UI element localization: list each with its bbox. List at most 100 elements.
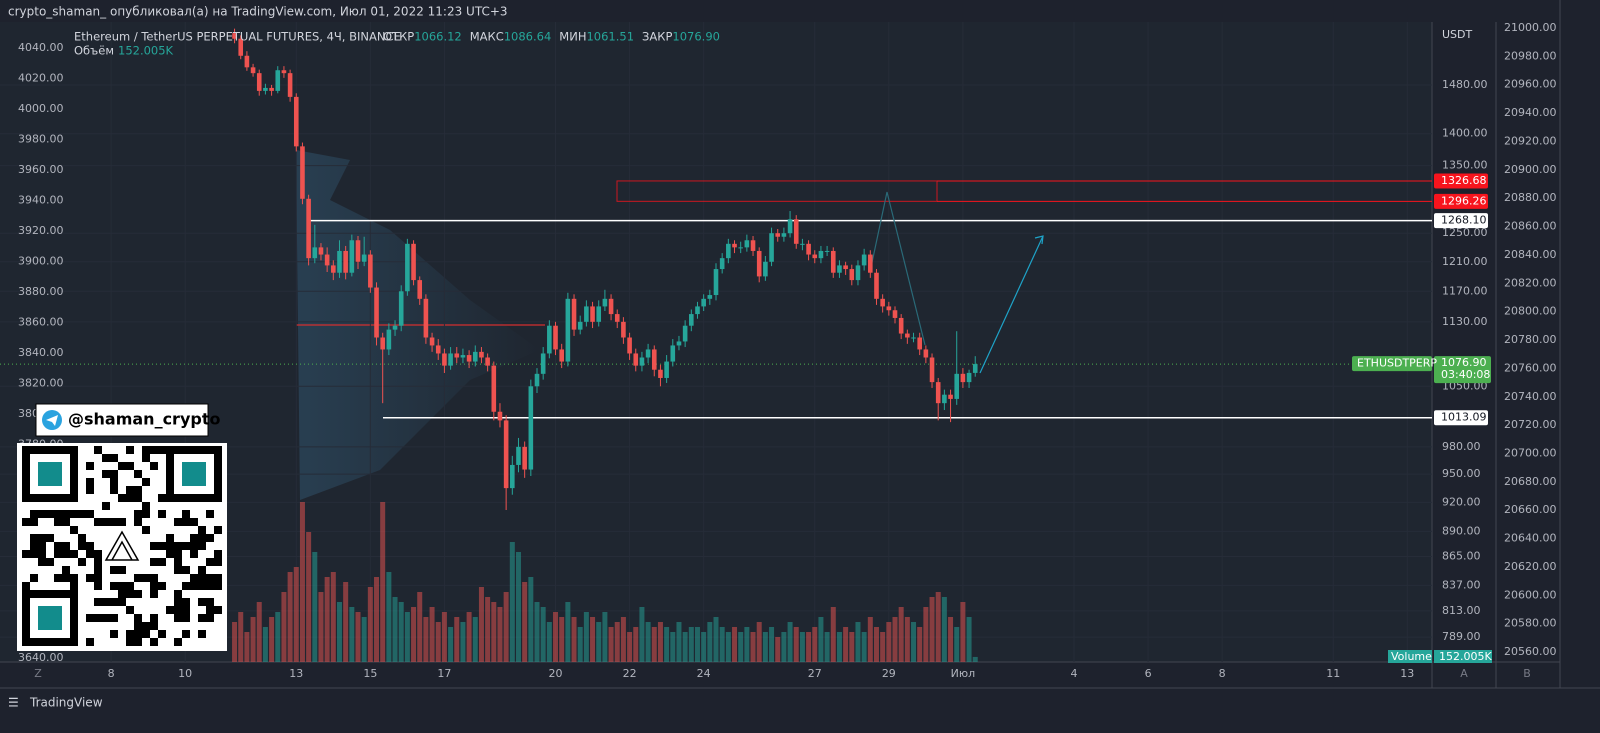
volume-bar (312, 552, 318, 662)
qr-module (166, 454, 174, 462)
candle-body (485, 357, 490, 366)
qr-module (110, 582, 118, 590)
qr-module (142, 510, 150, 518)
price-tick-label: 837.00 (1442, 578, 1481, 591)
qr-module (110, 470, 118, 478)
volume-value: 152.005K (118, 44, 174, 58)
candle-body (275, 70, 281, 91)
candle-body (460, 355, 466, 358)
ohlc-value: 1086.64 (504, 30, 552, 44)
volume-bar (694, 627, 700, 662)
qr-module (30, 638, 38, 646)
price-tick-label: 950.00 (1442, 467, 1481, 480)
volume-bar (799, 632, 805, 662)
right-tick-label: 20640.00 (1504, 532, 1557, 545)
qr-module (214, 526, 222, 534)
qr-module (70, 510, 78, 518)
time-tick-label: 11 (1326, 667, 1340, 680)
qr-module (30, 518, 38, 526)
qr-module (102, 454, 110, 462)
candle-body (417, 280, 423, 299)
qr-module (142, 478, 150, 486)
right-tick-label: 20680.00 (1504, 475, 1557, 488)
qr-module (198, 534, 206, 542)
price-tick-label: 813.00 (1442, 604, 1481, 617)
volume-bar (244, 632, 250, 662)
qr-module (126, 606, 134, 614)
left-tick-label: 3980.00 (18, 132, 64, 145)
qr-module (54, 542, 62, 550)
qr-module (70, 590, 78, 598)
volume-bar (941, 597, 947, 662)
candle-body (263, 87, 268, 91)
footer-logo-mark[interactable]: ☰ (8, 696, 19, 710)
right-tick-label: 20840.00 (1504, 248, 1557, 261)
price-tick-label: 1480.00 (1442, 78, 1488, 91)
qr-module (134, 574, 142, 582)
qr-module (110, 598, 118, 606)
right-tick-label: 20800.00 (1504, 305, 1557, 318)
volume-bar (374, 577, 380, 662)
qr-module (198, 526, 206, 534)
volume-bar (460, 622, 466, 662)
volume-bar (528, 577, 534, 662)
qr-module (174, 566, 182, 574)
volume-bar (250, 617, 256, 662)
qr-module (102, 470, 110, 478)
volume-bar (830, 607, 836, 662)
candle-body (250, 67, 256, 74)
right-tick-label: 20900.00 (1504, 163, 1557, 176)
volume-bar (898, 607, 904, 662)
candle-body (911, 337, 916, 339)
qr-module (142, 446, 150, 454)
qr-module (198, 494, 206, 502)
qr-module (198, 566, 206, 574)
qr-module (94, 518, 102, 526)
qr-module (30, 494, 38, 502)
candle-body (577, 321, 583, 330)
volume-bar (633, 627, 639, 662)
qr-module (190, 518, 198, 526)
qr-module (110, 630, 118, 638)
volume-bar (293, 567, 299, 662)
qr-module (78, 534, 86, 542)
qr-module (174, 558, 182, 566)
candle-body (497, 411, 503, 421)
qr-module (198, 614, 206, 622)
candle-body (830, 250, 836, 273)
candle-body (596, 306, 602, 322)
qr-module (78, 558, 86, 566)
qr-finder-center (38, 606, 62, 630)
volume-bar (701, 632, 707, 662)
volume-bar (522, 582, 528, 662)
symbol-title: Ethereum / TetherUS PERPETUAL FUTURES, 4… (74, 30, 401, 44)
volume-bar (355, 612, 361, 662)
price-tick-label: 1210.00 (1442, 255, 1488, 268)
volume-bar (738, 632, 744, 662)
right-tick-label: 20860.00 (1504, 220, 1557, 233)
qr-module (86, 638, 94, 646)
qr-module (214, 454, 222, 462)
candle-body (306, 198, 311, 259)
qr-module (142, 502, 150, 510)
time-tick-label: 8 (1219, 667, 1226, 680)
qr-module (166, 550, 174, 558)
qr-module (214, 558, 222, 566)
candle-body (738, 247, 743, 249)
right-tick-label: 20960.00 (1504, 78, 1557, 91)
volume-bar (435, 622, 441, 662)
qr-module (110, 478, 118, 486)
qr-module (70, 494, 78, 502)
candle-body (405, 243, 410, 292)
candle-body (522, 446, 527, 470)
volume-title: Объём (74, 44, 114, 58)
qr-module (30, 574, 38, 582)
qr-module (182, 598, 190, 606)
candle-body (855, 265, 861, 281)
footer-brand[interactable]: TradingView (29, 696, 103, 710)
qr-module (70, 574, 78, 582)
right-tick-label: 20600.00 (1504, 588, 1557, 601)
qr-module (38, 558, 46, 566)
volume-bar (398, 602, 404, 662)
qr-module (46, 494, 54, 502)
